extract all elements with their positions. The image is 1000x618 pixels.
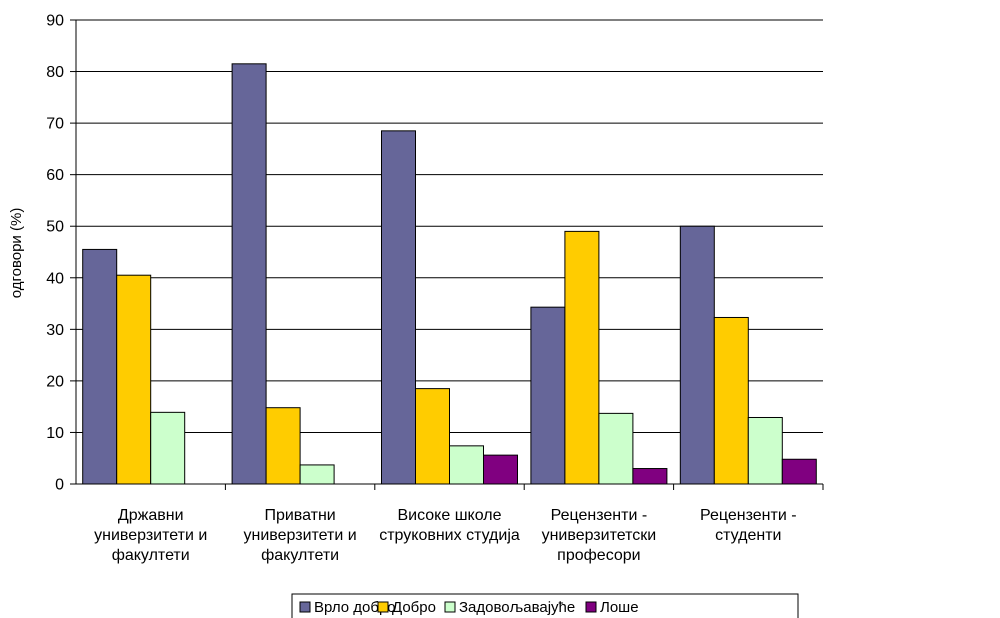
bar	[781, 458, 817, 485]
y-tick-label: 90	[46, 13, 64, 30]
legend-label: Добро	[392, 599, 436, 616]
legend-box	[291, 593, 799, 618]
legend-swatch	[585, 601, 597, 613]
x-category-label: Рецензенти -	[551, 507, 648, 524]
bars	[82, 63, 817, 485]
legend-label: Врло добро	[314, 599, 396, 616]
bar	[747, 416, 783, 485]
bar	[299, 464, 335, 485]
bar	[265, 407, 301, 485]
legend-swatch	[299, 601, 311, 613]
bar	[483, 454, 518, 485]
y-tick-label: 40	[46, 270, 64, 287]
y-tick-labels: 0 10 20 30 40 50 60 70 80 90	[46, 13, 64, 494]
x-category-label: универзитети и	[244, 527, 357, 544]
bar	[598, 412, 634, 485]
axes	[70, 19, 824, 490]
y-tick-label: 80	[46, 64, 64, 81]
y-axis-title: одговори (%)	[8, 208, 25, 299]
bar	[632, 468, 668, 485]
x-category-label: факултети	[112, 547, 190, 564]
y-tick-label: 70	[46, 116, 64, 133]
x-category-label: факултети	[261, 547, 339, 564]
y-tick-label: 0	[55, 477, 64, 494]
y-tick-label: 30	[46, 322, 64, 339]
x-category-labels: Државни универзитети и факултети Приватни ун…	[94, 507, 796, 564]
bar	[713, 316, 749, 485]
bar	[530, 306, 566, 485]
x-category-label: Државни	[118, 507, 184, 524]
bar	[150, 411, 186, 485]
gridlines	[76, 19, 823, 433]
x-category-label: Рецензенти -	[700, 507, 797, 524]
bar	[449, 445, 484, 485]
x-category-label: професори	[557, 547, 640, 564]
x-category-label: Високе школе	[397, 507, 501, 524]
y-tick-label: 10	[46, 425, 64, 442]
bar	[415, 388, 450, 485]
bar	[679, 225, 715, 485]
x-category-label: универзитетски	[542, 527, 657, 544]
x-category-label: студенти	[715, 527, 781, 544]
bar	[231, 63, 267, 485]
bar	[116, 274, 152, 485]
legend-swatch	[444, 601, 456, 613]
legend-label: Задовољавајуће	[459, 599, 575, 616]
x-category-label: Приватни	[264, 507, 335, 524]
bar	[82, 248, 118, 485]
bar	[564, 230, 600, 485]
y-tick-label: 20	[46, 373, 64, 390]
y-tick-label: 50	[46, 219, 64, 236]
bar	[381, 130, 416, 485]
x-category-label: струковних студија	[379, 527, 520, 544]
legend-swatch	[377, 601, 389, 613]
legend-label: Лоше	[600, 599, 639, 616]
y-tick-label: 60	[46, 167, 64, 184]
x-category-label: универзитети и	[94, 527, 207, 544]
